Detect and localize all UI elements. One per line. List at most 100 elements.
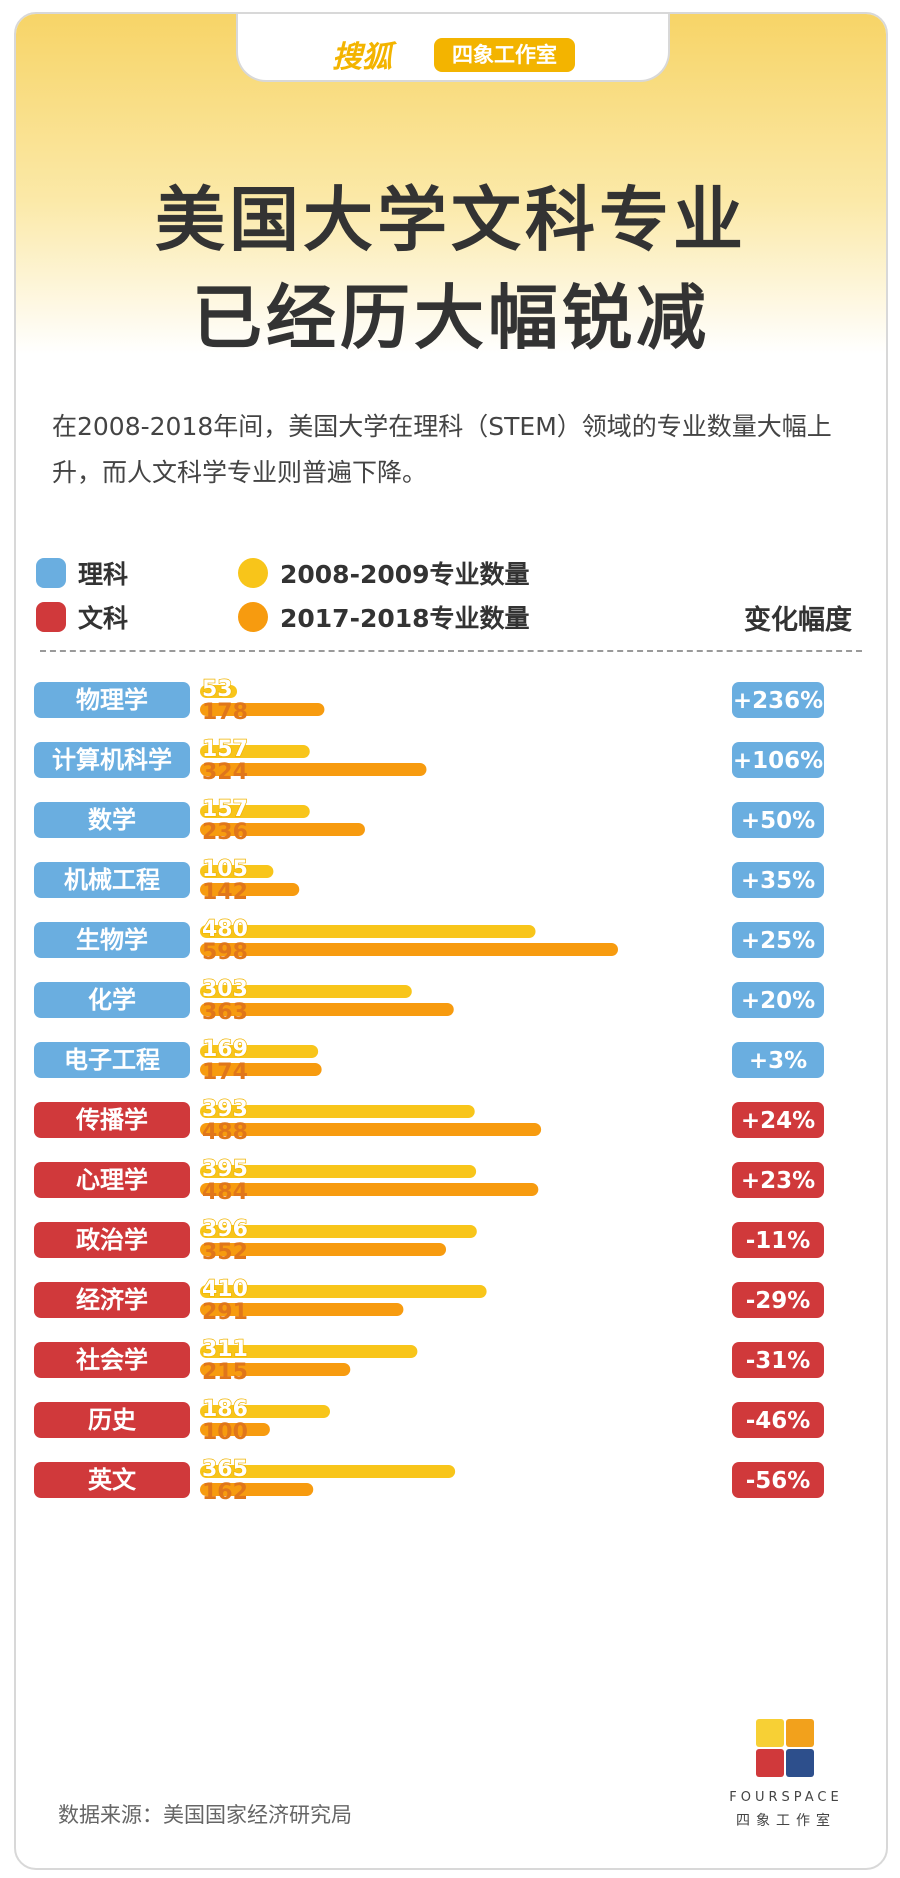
change-value: +3% [749,1048,807,1074]
change-badge [732,1102,824,1138]
page-title-line2: 已经历大幅锐减 [192,277,710,359]
page-title-line1: 美国大学文科专业 [155,179,747,261]
category-pill [34,982,190,1018]
category-label: 计算机科学 [52,746,172,774]
infographic-frame: 搜狐 四象工作室 美国大学文科专业 已经历大幅锐减 在2008-2018年间，美… [14,12,888,1870]
category-pill [34,1402,190,1438]
change-value: +25% [741,928,815,954]
legend-science-swatch [36,558,66,588]
change-value: -46% [746,1408,811,1434]
category-pill [34,682,190,718]
logo-text: FOURSPACE [729,1790,843,1805]
bar-2008 [200,1165,477,1178]
category-label: 电子工程 [64,1046,160,1074]
category-label: 机械工程 [64,866,160,894]
category-label: 物理学 [76,686,148,714]
change-badge [732,1042,824,1078]
bar-2008 [200,1285,487,1298]
legend-humanities-label: 文科 [78,604,129,633]
category-label: 政治学 [76,1226,148,1254]
bar-2008 [200,745,310,758]
value-label-2008: 395 [202,1157,248,1182]
change-value: -11% [746,1228,811,1254]
bar-2008 [200,685,238,698]
intro-text: 在2008-2018年间，美国大学在理科（STEM）领域的专业数量大幅上升，而人… [52,412,832,487]
bar-2017 [200,703,325,716]
legend-2008: 2008-2009专业数量 [238,555,530,591]
change-value: +35% [741,868,815,894]
category-label: 历史 [88,1406,137,1434]
bar-2017 [200,1483,314,1496]
value-label-2008: 186 [202,1397,248,1422]
change-value: -31% [746,1348,811,1374]
category-label: 心理学 [76,1166,148,1194]
bar-2017 [200,1423,270,1436]
change-badge [732,1222,824,1258]
legend-2017-label: 2017-2018专业数量 [280,604,530,633]
change-badge [732,1162,824,1198]
value-label-2008: 410 [202,1277,248,1302]
category-pill [34,1282,190,1318]
bar-2017 [200,1123,542,1136]
bar-2008 [200,1225,477,1238]
value-label-2017: 142 [202,880,248,905]
category-label: 传播学 [75,1106,148,1134]
change-badge [732,682,824,718]
category-label: 经济学 [76,1286,148,1314]
change-badge [732,742,824,778]
value-label-2017: 488 [202,1120,248,1145]
bar-2017 [200,943,618,956]
change-badge [732,1342,824,1378]
value-label-2017: 162 [202,1480,248,1505]
value-label-2008: 303 [202,977,248,1002]
change-value: -29% [746,1288,811,1314]
change-badge [732,922,824,958]
value-label-2008: 157 [202,797,248,822]
category-pill [34,1102,190,1138]
change-badge [732,1282,824,1318]
category-pill [34,742,190,778]
value-label-2017: 236 [202,820,248,845]
category-pill [34,1342,190,1378]
bar-2008 [200,805,310,818]
value-label-2008: 53 [202,677,233,702]
change-badge [732,1462,824,1498]
bar-2017 [200,1183,539,1196]
value-label-2008: 105 [202,857,248,882]
bar-2008 [200,985,412,998]
value-label-2008: 396 [202,1217,248,1242]
category-label: 数学 [88,806,136,834]
value-label-2017: 215 [202,1360,248,1385]
puzzle-logo-icon [756,1719,814,1777]
change-badge [732,802,824,838]
bar-2008 [200,1345,418,1358]
value-label-2008: 169 [202,1037,248,1062]
change-badge [732,862,824,898]
category-label: 英文 [88,1466,137,1494]
change-badge [732,982,824,1018]
change-value: -56% [746,1468,811,1494]
category-pill [34,1462,190,1498]
value-label-2017: 174 [202,1060,248,1085]
change-badge [732,1402,824,1438]
category-pill [34,922,190,958]
value-label-2008: 393 [202,1097,248,1122]
bar-2017 [200,1003,454,1016]
value-label-2008: 365 [202,1457,248,1482]
legend-2017-swatch [238,602,268,632]
change-value: +24% [741,1108,815,1134]
legend-humanities: 文科 [36,599,128,635]
category-pill [34,1222,190,1258]
bar-2017 [200,1303,404,1316]
value-label-2008: 311 [202,1337,248,1362]
bar-2008 [200,1045,319,1058]
category-pill [34,1042,190,1078]
bar-2017 [200,1063,322,1076]
divider [40,650,862,652]
legend-science-label: 理科 [78,560,129,589]
change-value: +23% [741,1168,815,1194]
value-label-2017: 100 [202,1420,248,1445]
value-label-2017: 291 [202,1300,248,1325]
category-pill [34,1162,190,1198]
change-value: +106% [733,748,823,774]
